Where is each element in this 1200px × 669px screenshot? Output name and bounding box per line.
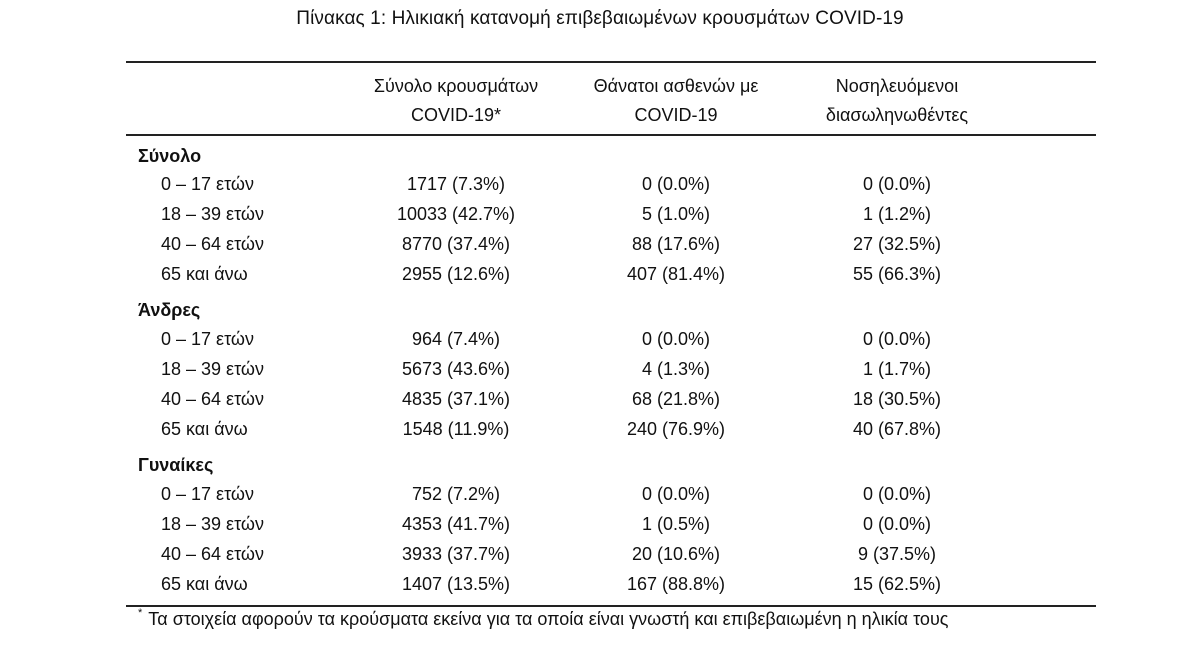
cell-intubated: 0 (0.0%)	[862, 174, 932, 194]
footnote-text: Τα στοιχεία αφορούν τα κρούσματα εκείνα …	[148, 609, 949, 629]
cell-intubated: 15 (62.5%)	[852, 574, 942, 594]
cell-intubated: 0 (0.0%)	[862, 329, 932, 349]
cell-deaths: 68 (21.8%)	[631, 389, 721, 409]
cell-cases: 964 (7.4%)	[411, 329, 501, 349]
cell-intubated: 1 (1.2%)	[862, 204, 932, 224]
cell-cases: 752 (7.2%)	[411, 484, 501, 504]
column-header-intubated: Νοσηλευόμενοι διασωληνωθέντες	[782, 72, 1012, 130]
table-footnote: * Τα στοιχεία αφορούν τα κρούσματα εκείνα…	[138, 607, 949, 630]
cell-deaths: 0 (0.0%)	[641, 329, 711, 349]
column-header-cases-line2: COVID-19*	[410, 105, 502, 125]
cell-deaths: 240 (76.9%)	[626, 419, 726, 439]
cell-deaths: 1 (0.5%)	[641, 514, 711, 534]
table-row: 18 – 39 ετών 10033 (42.7%) 5 (1.0%) 1 (1…	[0, 204, 1200, 234]
cell-intubated: 0 (0.0%)	[862, 484, 932, 504]
row-age: 18 – 39 ετών	[161, 204, 264, 224]
table-row: 0 – 17 ετών 964 (7.4%) 0 (0.0%) 0 (0.0%)	[0, 329, 1200, 359]
footnote-marker: *	[138, 607, 143, 619]
row-age: 18 – 39 ετών	[161, 359, 264, 379]
section-label-men: Άνδρες	[138, 300, 201, 320]
cell-cases: 8770 (37.4%)	[401, 234, 511, 254]
table-header-rule	[126, 134, 1096, 136]
cell-deaths: 88 (17.6%)	[631, 234, 721, 254]
cell-intubated: 18 (30.5%)	[852, 389, 942, 409]
cell-deaths: 167 (88.8%)	[626, 574, 726, 594]
cell-cases: 3933 (37.7%)	[401, 544, 511, 564]
cell-intubated: 40 (67.8%)	[852, 419, 942, 439]
table-row: 40 – 64 ετών 8770 (37.4%) 88 (17.6%) 27 …	[0, 234, 1200, 264]
cell-deaths: 0 (0.0%)	[641, 484, 711, 504]
column-header-intubated-line1: Νοσηλευόμενοι	[835, 76, 959, 96]
cell-deaths: 4 (1.3%)	[641, 359, 711, 379]
table-row: 0 – 17 ετών 752 (7.2%) 0 (0.0%) 0 (0.0%)	[0, 484, 1200, 514]
column-header-intubated-line2: διασωληνωθέντες	[825, 105, 969, 125]
cell-deaths: 407 (81.4%)	[626, 264, 726, 284]
cell-deaths: 0 (0.0%)	[641, 174, 711, 194]
table-title: Πίνακας 1: Ηλικιακή κατανομή επιβεβαιωμέ…	[296, 8, 904, 29]
cell-cases: 1407 (13.5%)	[401, 574, 511, 594]
row-age: 0 – 17 ετών	[161, 329, 254, 349]
cell-intubated: 1 (1.7%)	[862, 359, 932, 379]
row-age: 65 και άνω	[161, 574, 248, 594]
cell-cases: 1548 (11.9%)	[402, 419, 510, 439]
table-row: 18 – 39 ετών 5673 (43.6%) 4 (1.3%) 1 (1.…	[0, 359, 1200, 389]
section-label-total: Σύνολο	[138, 146, 202, 166]
table-row: 65 και άνω 2955 (12.6%) 407 (81.4%) 55 (…	[0, 264, 1200, 294]
cell-cases: 2955 (12.6%)	[401, 264, 511, 284]
table-row: 18 – 39 ετών 4353 (41.7%) 1 (0.5%) 0 (0.…	[0, 514, 1200, 544]
column-header-cases: Σύνολο κρουσμάτων COVID-19*	[341, 72, 571, 130]
row-age: 40 – 64 ετών	[161, 544, 264, 564]
row-age: 18 – 39 ετών	[161, 514, 264, 534]
cell-intubated: 55 (66.3%)	[852, 264, 942, 284]
table-row: 40 – 64 ετών 4835 (37.1%) 68 (21.8%) 18 …	[0, 389, 1200, 419]
column-header-deaths-line2: COVID-19	[634, 105, 718, 125]
cell-intubated: 0 (0.0%)	[862, 514, 932, 534]
row-age: 40 – 64 ετών	[161, 389, 264, 409]
cell-intubated: 9 (37.5%)	[857, 544, 937, 564]
row-age: 65 και άνω	[161, 419, 248, 439]
table-bottom-rule	[126, 605, 1096, 607]
column-header-deaths: Θάνατοι ασθενών με COVID-19	[561, 72, 791, 130]
row-age: 65 και άνω	[161, 264, 248, 284]
cell-deaths: 5 (1.0%)	[641, 204, 711, 224]
cell-cases: 5673 (43.6%)	[401, 359, 511, 379]
cell-cases: 4353 (41.7%)	[401, 514, 511, 534]
table-row: 65 και άνω 1407 (13.5%) 167 (88.8%) 15 (…	[0, 574, 1200, 604]
table-row: 40 – 64 ετών 3933 (37.7%) 20 (10.6%) 9 (…	[0, 544, 1200, 574]
row-age: 40 – 64 ετών	[161, 234, 264, 254]
section-label-women: Γυναίκες	[138, 455, 214, 475]
cell-intubated: 27 (32.5%)	[852, 234, 942, 254]
cell-cases: 10033 (42.7%)	[396, 204, 516, 224]
cell-cases: 1717 (7.3%)	[406, 174, 506, 194]
table-row: 0 – 17 ετών 1717 (7.3%) 0 (0.0%) 0 (0.0%…	[0, 174, 1200, 204]
column-header-deaths-line1: Θάνατοι ασθενών με	[593, 76, 759, 96]
cell-cases: 4835 (37.1%)	[401, 389, 511, 409]
row-age: 0 – 17 ετών	[161, 174, 254, 194]
row-age: 0 – 17 ετών	[161, 484, 254, 504]
cell-deaths: 20 (10.6%)	[631, 544, 721, 564]
column-header-cases-line1: Σύνολο κρουσμάτων	[373, 76, 539, 96]
table-top-rule	[126, 61, 1096, 63]
table-row: 65 και άνω 1548 (11.9%) 240 (76.9%) 40 (…	[0, 419, 1200, 449]
